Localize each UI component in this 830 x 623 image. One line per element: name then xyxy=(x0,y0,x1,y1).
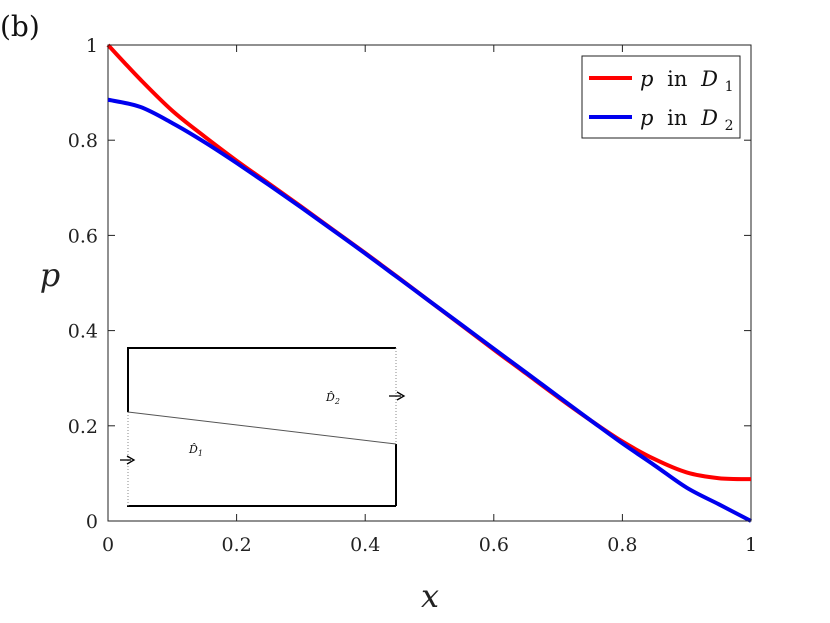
inset-inlet-arrowhead xyxy=(126,455,136,465)
x-tick-label: 0.6 xyxy=(479,534,509,556)
x-axis-label: x xyxy=(421,577,439,615)
x-tick-label: 0.8 xyxy=(607,534,637,556)
inset-background xyxy=(127,347,396,507)
inset-outlet-arrowhead xyxy=(396,391,406,401)
y-tick-label: 0.2 xyxy=(68,416,98,438)
y-axis-label: p xyxy=(40,256,60,294)
series-line-2 xyxy=(107,97,752,523)
y-tick-label: 0 xyxy=(86,511,98,533)
y-tick-label: 0.6 xyxy=(68,225,98,247)
legend-entry-d2: p in D 2 xyxy=(640,106,734,134)
inset-diagram: D̂2 D̂1 xyxy=(120,347,406,507)
y-tick-label: 0.8 xyxy=(68,130,98,152)
x-tick-label: 1 xyxy=(745,534,757,556)
x-tick-label: 0 xyxy=(102,534,114,556)
series-layer xyxy=(106,43,752,523)
panel-label: (b) xyxy=(0,10,40,43)
legend-entry-d1: p in D 1 xyxy=(640,67,734,95)
x-tick-label: 0.4 xyxy=(350,534,380,556)
y-tick-label: 1 xyxy=(86,35,98,57)
inset-label-d1: D̂1 xyxy=(188,443,203,458)
legend: p in D 1 p in D 2 xyxy=(581,55,741,139)
inset-label-d2: D̂2 xyxy=(325,391,340,406)
inset-interface xyxy=(127,411,397,445)
y-tick-label: 0.4 xyxy=(68,321,98,343)
ticks-layer: 0 0.2 0.4 0.6 0.8 1 0 0.2 0.4 0.6 0.8 1 xyxy=(68,35,757,556)
legend-box xyxy=(581,55,741,139)
x-tick-label: 0.2 xyxy=(221,534,251,556)
